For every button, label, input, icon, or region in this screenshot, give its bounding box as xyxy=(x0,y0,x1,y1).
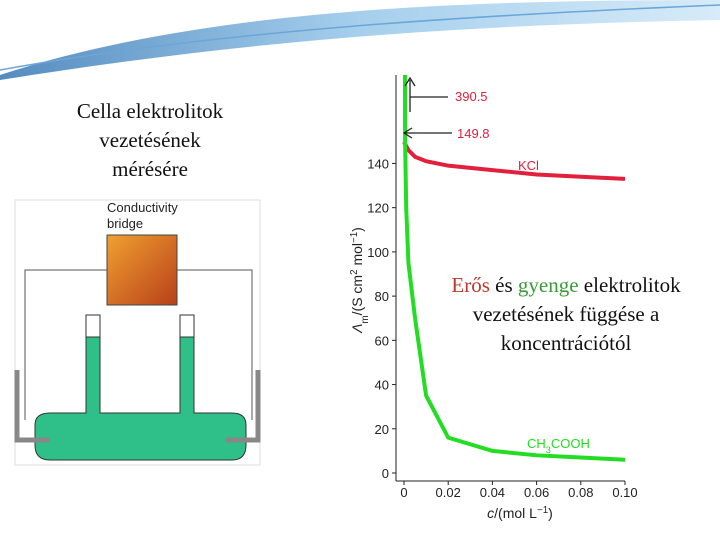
text-part: elektrolitok xyxy=(579,273,682,297)
y-tick-label: 80 xyxy=(375,289,389,304)
header-line xyxy=(0,4,720,71)
text-part: COOH xyxy=(551,436,590,451)
text-part: koncentrációtól xyxy=(501,331,632,355)
caption-line: Erős és gyenge elektrolitok xyxy=(451,273,681,297)
caption-left: Cella elektrolitok vezetésének mérésére xyxy=(77,99,224,181)
text-part: és xyxy=(490,273,518,297)
text-part: −1 xyxy=(537,505,548,516)
arrows xyxy=(402,76,452,139)
x-tick-label: 0 xyxy=(400,485,407,500)
text-part: Erős xyxy=(451,273,490,297)
text-part: m xyxy=(360,315,371,323)
text-part: /(S cm xyxy=(349,275,365,315)
chart: 0 20 40 60 80 100 120 140 0 0.02 0.04 0.06 0.08 0.10 c… xyxy=(349,75,638,522)
text-part: 3 xyxy=(546,445,551,455)
annotation: 149.8 xyxy=(457,126,490,141)
series-label: CH3COOH xyxy=(527,436,590,455)
plot-area xyxy=(402,75,626,462)
x-tick-label: 0.10 xyxy=(612,485,637,500)
y-tick-label: 100 xyxy=(367,245,389,260)
y-tick-label: 120 xyxy=(367,201,389,216)
x-tick-label: 0.06 xyxy=(524,485,549,500)
text-part: ) xyxy=(548,505,553,521)
text-part: ) xyxy=(349,227,365,232)
text-part: CH xyxy=(527,436,546,451)
y-axis-label: Λm/(S cm2 mol−1) xyxy=(349,227,371,334)
y-tick-label: 60 xyxy=(375,333,389,348)
series-label: KCl xyxy=(518,158,539,173)
series-line xyxy=(402,140,626,181)
series-line xyxy=(402,75,626,462)
x-axis-label: c/(mol L−1) xyxy=(487,505,553,522)
text-part: 2 xyxy=(349,269,360,274)
diagram-label: bridge xyxy=(107,216,143,231)
text-part: Λ xyxy=(349,324,365,334)
apparatus xyxy=(14,199,261,466)
y-tick-label: 140 xyxy=(367,156,389,171)
caption-line: vezetésének xyxy=(99,128,201,152)
y-tick-label: 40 xyxy=(375,378,389,393)
text-part: c xyxy=(487,505,494,521)
annotation: 390.5 xyxy=(455,89,488,104)
caption-right: Erős és gyenge elektrolitok vezetésének f… xyxy=(451,273,681,355)
caption-line: mérésére xyxy=(112,157,188,181)
text-part: mol xyxy=(349,243,365,269)
text-part: gyenge xyxy=(518,273,579,297)
diagram-label: Conductivity xyxy=(107,200,178,215)
x-tick-label: 0.02 xyxy=(436,485,461,500)
caption-line: vezetésének függése a xyxy=(473,302,660,326)
header-swoosh xyxy=(0,0,720,80)
y-tick-label: 20 xyxy=(375,422,389,437)
x-tick-label: 0.04 xyxy=(480,485,505,500)
x-tick-label: 0.08 xyxy=(568,485,593,500)
text-part: /(mol L xyxy=(494,505,537,521)
text-part: vezetésének függése a xyxy=(473,302,660,326)
caption-line: koncentrációtól xyxy=(501,331,632,355)
text-part: −1 xyxy=(349,232,360,243)
caption-line: Cella elektrolitok xyxy=(77,99,224,123)
y-tick-label: 0 xyxy=(382,466,389,481)
